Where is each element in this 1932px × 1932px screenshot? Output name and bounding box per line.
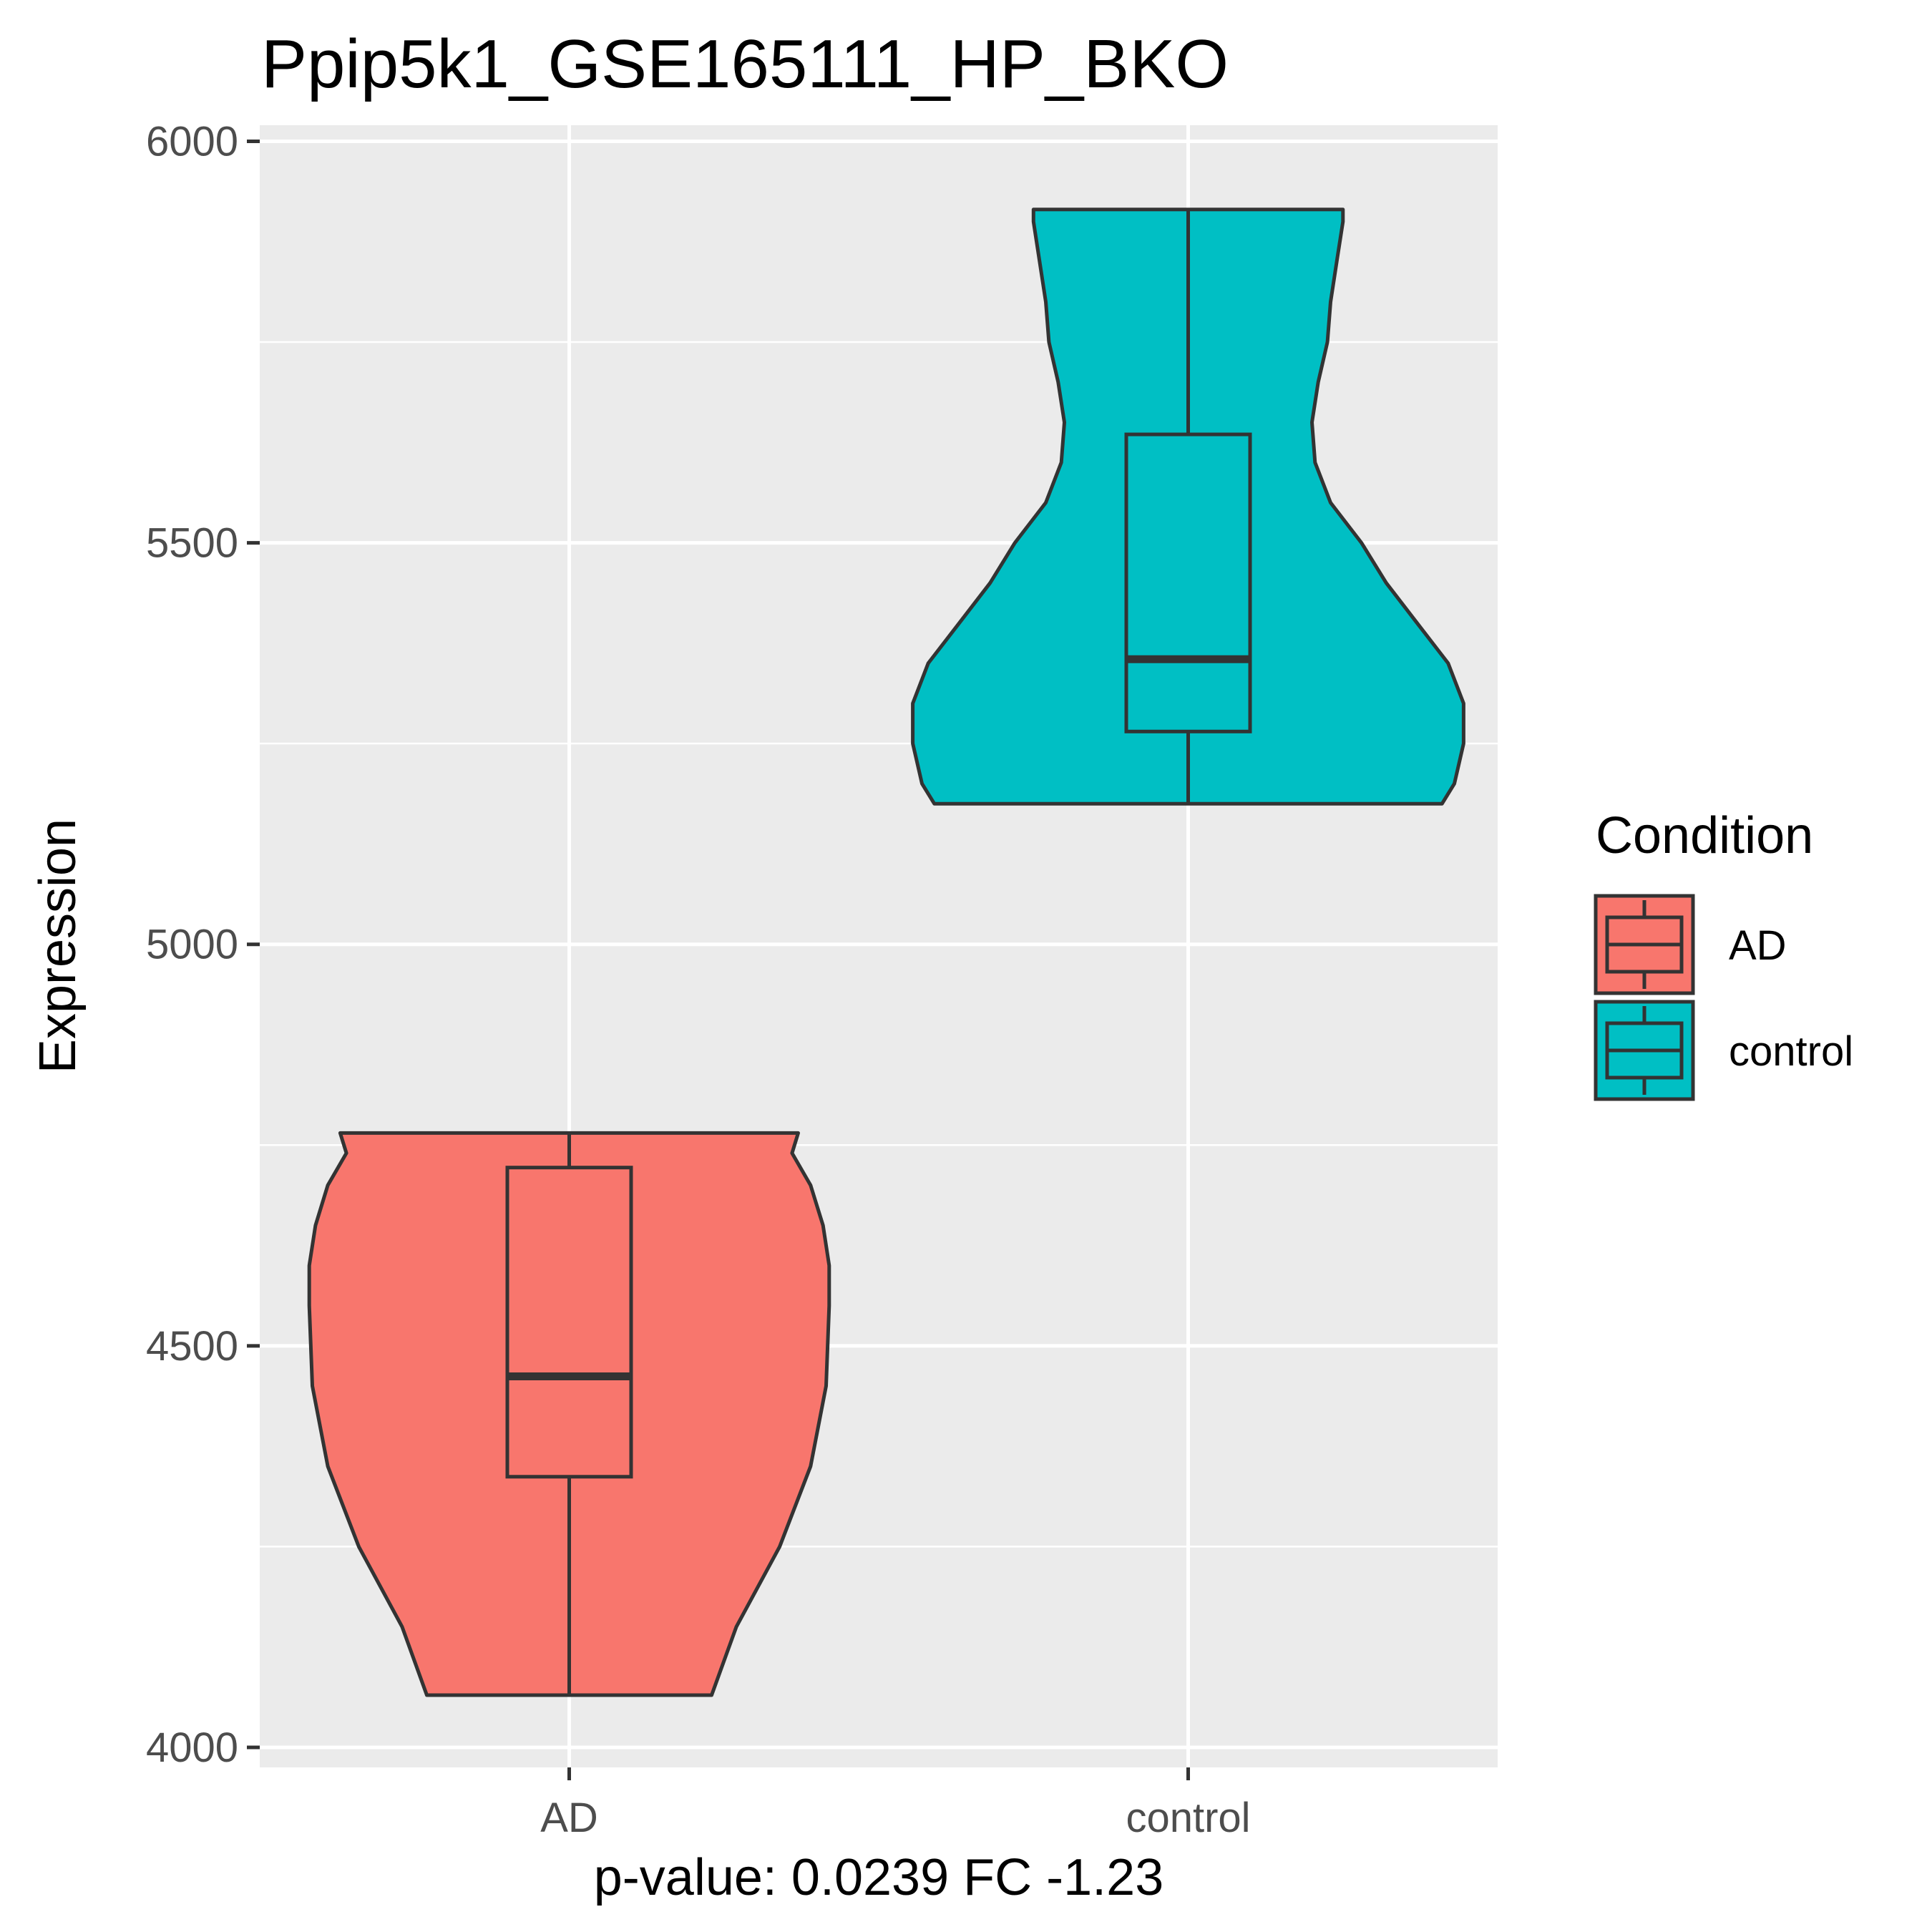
legend-label: control (1729, 1028, 1853, 1075)
box-AD (505, 1166, 633, 1479)
y-tick-label: 6000 (146, 118, 238, 165)
legend-title: Condition (1596, 807, 1813, 864)
x-tick-label: AD (540, 1795, 598, 1841)
x-tick-label: control (1126, 1795, 1250, 1841)
box-control (1124, 432, 1252, 733)
legend-item-control: control (1594, 1000, 1853, 1101)
boxplots (505, 209, 1252, 1695)
y-tick-label: 4000 (146, 1724, 238, 1771)
x-axis: AD control (540, 1767, 1251, 1841)
legend: Condition AD control (1594, 807, 1853, 1101)
y-tick-label: 5500 (146, 520, 238, 567)
chart-title: Ppip5k1_GSE165111_HP_BKO (261, 26, 1229, 102)
y-axis-title: Expression (29, 819, 87, 1073)
y-axis: 4000 4500 5000 5500 6000 (146, 118, 260, 1771)
x-axis-title: p-value: 0.0239 FC -1.23 (594, 1849, 1163, 1906)
legend-label: AD (1729, 922, 1787, 969)
legend-item-AD: AD (1594, 894, 1787, 995)
y-tick-label: 5000 (146, 922, 238, 968)
y-tick-label: 4500 (146, 1323, 238, 1370)
